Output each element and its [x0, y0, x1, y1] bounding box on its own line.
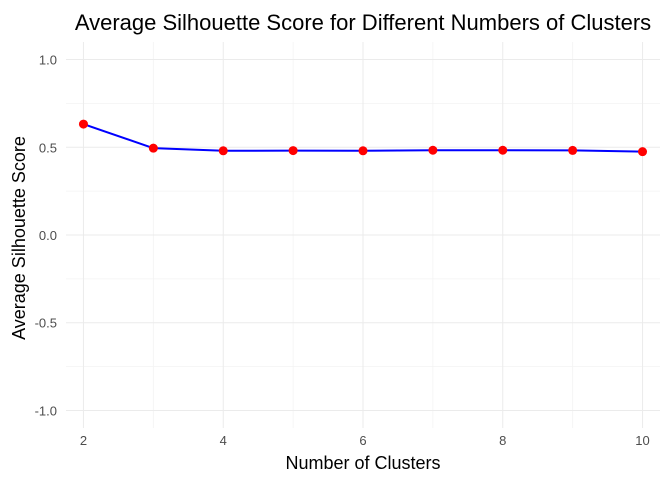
x-tick-label: 6: [359, 433, 366, 448]
y-axis-tick-labels: -1.0 -0.5 0.0 0.5 1.0: [35, 53, 57, 419]
y-tick-label: -0.5: [35, 316, 57, 331]
x-tick-label: 8: [499, 433, 506, 448]
data-point: [358, 146, 368, 156]
y-tick-label: 0.5: [39, 140, 57, 155]
grid-lines: [66, 42, 660, 428]
series-layer: [78, 119, 648, 157]
x-tick-label: 10: [635, 433, 649, 448]
y-axis-title: Average Silhouette Score: [9, 136, 29, 340]
y-tick-label: 1.0: [39, 53, 57, 68]
chart-title: Average Silhouette Score for Different N…: [75, 10, 651, 35]
x-axis-title: Number of Clusters: [285, 453, 440, 473]
data-point: [78, 119, 88, 129]
x-tick-label: 2: [80, 433, 87, 448]
data-point: [428, 145, 438, 155]
data-point: [638, 147, 648, 157]
data-point: [568, 145, 578, 155]
data-point: [218, 146, 228, 156]
y-tick-label: -1.0: [35, 403, 57, 418]
data-point: [288, 146, 298, 156]
data-point: [148, 143, 158, 153]
x-tick-label: 4: [220, 433, 227, 448]
data-point: [498, 145, 508, 155]
x-axis-tick-labels: 2 4 6 8 10: [80, 433, 650, 448]
y-tick-label: 0.0: [39, 228, 57, 243]
